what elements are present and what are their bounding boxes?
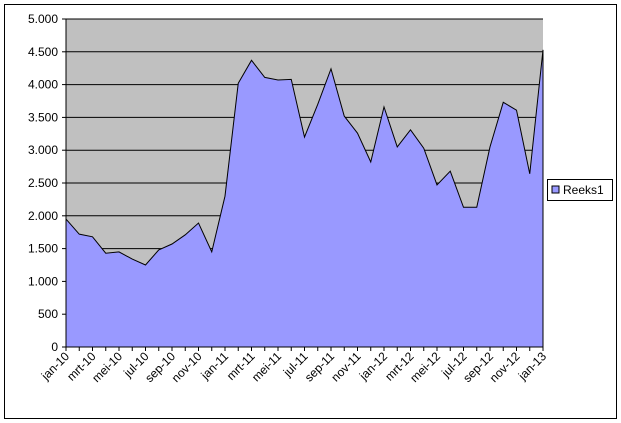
area [65,49,544,348]
y-tick-label: 2.500 [28,176,58,190]
y-tick-label: 5.000 [28,12,58,26]
y-tick-label: 1.500 [28,242,58,256]
y-tick-label: 1.000 [28,274,58,288]
y-tick-label: 0 [51,340,58,354]
y-tick-label: 4.000 [28,78,58,92]
legend-label: Reeks1 [563,183,604,197]
legend-swatch [551,185,560,194]
y-tick-label: 3.000 [28,143,58,157]
legend-box [547,179,613,201]
y-tick-label: 500 [38,307,58,321]
y-tick-label: 2.000 [28,209,58,223]
y-tick-label: 3.500 [28,110,58,124]
y-tick-label: 4.500 [28,45,58,59]
